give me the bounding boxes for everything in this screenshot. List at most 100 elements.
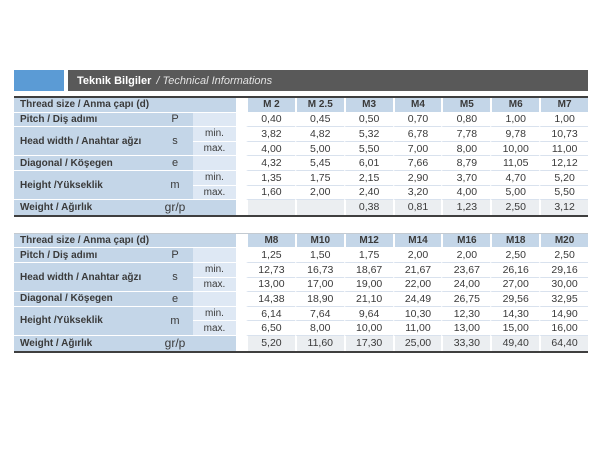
minmax-empty-pitch [193,248,236,263]
value-diagonal-col4: 24,49 [392,292,442,307]
value-diagonal-col3: 21,10 [343,292,393,307]
col-header-m6: M6 [490,98,540,113]
value-height_max-col1: 1,60 [246,185,295,201]
value-head_max-col1: 13,00 [246,277,295,293]
value-pitch-col7: 1,00 [539,112,588,128]
value-head_max-col5: 24,00 [441,277,491,293]
head-width-min-label: min. [193,127,236,142]
col-header-m3: M3 [343,98,393,113]
value-head_min-col7: 10,73 [539,127,588,142]
value-height_min-col2: 1,75 [294,170,344,186]
value-head_max-col3: 19,00 [343,277,393,293]
value-height_min-col3: 9,64 [343,306,393,322]
symbol-head-width: s [157,127,193,157]
row-label-head-width: Head width / Anahtar ağzı [14,262,157,293]
title-english: / Technical Informations [156,74,273,87]
value-height_min-col5: 3,70 [441,170,491,186]
value-height_max-col6: 15,00 [490,321,540,336]
value-weight-col1: 5,20 [246,335,295,351]
value-height_min-col3: 2,15 [343,170,393,186]
value-diagonal-col5: 8,79 [441,156,491,171]
head-width-max-label: max. [193,277,236,293]
head-width-min-label: min. [193,262,236,278]
value-diagonal-col2: 5,45 [294,156,344,171]
value-weight-col4: 0,81 [392,200,442,215]
page-content: Teknik Bilgiler / Technical Informations… [14,70,588,353]
value-head_min-col1: 3,82 [246,127,295,142]
value-head_min-col4: 21,67 [392,262,442,278]
value-pitch-col4: 2,00 [392,248,442,263]
value-pitch-col3: 1,75 [343,248,393,263]
value-height_max-col7: 5,50 [539,185,588,201]
minmax-empty-diagonal [193,292,236,307]
value-pitch-col2: 1,50 [294,248,344,263]
symbol-height: m [157,306,193,336]
column-spacer [236,233,246,351]
row-label-weight: Weight / Ağırlık [14,335,157,351]
col-header-m7: M7 [539,98,588,113]
accent-block [14,70,64,91]
value-pitch-col3: 0,50 [343,112,393,128]
value-height_min-col4: 2,90 [392,170,442,186]
value-weight-col2: 11,60 [294,335,344,351]
value-head_min-col5: 7,78 [441,127,491,142]
value-head_min-col1: 12,73 [246,262,295,278]
value-weight-col7: 64,40 [539,335,588,351]
value-height_min-col7: 5,20 [539,170,588,186]
value-height_min-col5: 12,30 [441,306,491,322]
value-head_min-col3: 18,67 [343,262,393,278]
row-label-diagonal: Diagonal / Köşegen [14,156,157,171]
value-weight-col6: 49,40 [490,335,540,351]
value-pitch-col7: 2,50 [539,248,588,263]
col-header-m18: M18 [490,233,540,249]
value-pitch-col6: 1,00 [490,112,540,128]
title-turkish: Teknik Bilgiler [77,74,152,87]
value-height_min-col6: 4,70 [490,170,540,186]
value-head_min-col2: 4,82 [294,127,344,142]
value-head_max-col7: 30,00 [539,277,588,293]
value-pitch-col1: 0,40 [246,112,295,128]
spec-table-large-sizes: Thread size / Anma çapı (d) Pitch / Diş a… [14,232,588,353]
symbol-pitch: P [157,112,193,128]
symbol-head-width: s [157,262,193,293]
title-bar-strip: Teknik Bilgiler / Technical Informations [68,70,588,91]
value-head_max-col2: 17,00 [294,277,344,293]
value-height_max-col1: 6,50 [246,321,295,336]
value-height_min-col2: 7,64 [294,306,344,322]
symbol-pitch: P [157,248,193,263]
value-height_max-col5: 4,00 [441,185,491,201]
value-weight-col3: 17,30 [343,335,393,351]
value-head_min-col6: 26,16 [490,262,540,278]
col-header-m10: M10 [294,233,344,249]
value-pitch-col1: 1,25 [246,248,295,263]
value-height_max-col2: 2,00 [294,185,344,201]
row-label-height: Height /Yükseklik [14,170,157,201]
value-height_min-col1: 6,14 [246,306,295,322]
value-diagonal-col3: 6,01 [343,156,393,171]
col-header-m2: M 2 [246,98,295,113]
row-label-pitch: Pitch / Diş adımı [14,248,157,263]
row-label-thread-size: Thread size / Anma çapı (d) [14,233,236,249]
value-pitch-col4: 0,70 [392,112,442,128]
value-head_max-col1: 4,00 [246,141,295,157]
value-weight-col2 [294,200,344,215]
value-head_max-col6: 27,00 [490,277,540,293]
value-height_max-col3: 10,00 [343,321,393,336]
value-head_min-col6: 9,78 [490,127,540,142]
value-height_min-col7: 14,90 [539,306,588,322]
value-weight-col5: 1,23 [441,200,491,215]
col-header-m4: M4 [392,98,442,113]
value-pitch-col5: 0,80 [441,112,491,128]
value-head_max-col3: 5,50 [343,141,393,157]
value-head_max-col7: 11,00 [539,141,588,157]
value-weight-col7: 3,12 [539,200,588,215]
value-height_max-col4: 11,00 [392,321,442,336]
value-diagonal-col7: 12,12 [539,156,588,171]
unit-weight: gr/p [157,335,193,351]
value-height_min-col4: 10,30 [392,306,442,322]
symbol-diagonal: e [157,292,193,307]
col-header-m5: M5 [441,98,491,113]
value-diagonal-col5: 26,75 [441,292,491,307]
col-header-m8: M8 [246,233,295,249]
